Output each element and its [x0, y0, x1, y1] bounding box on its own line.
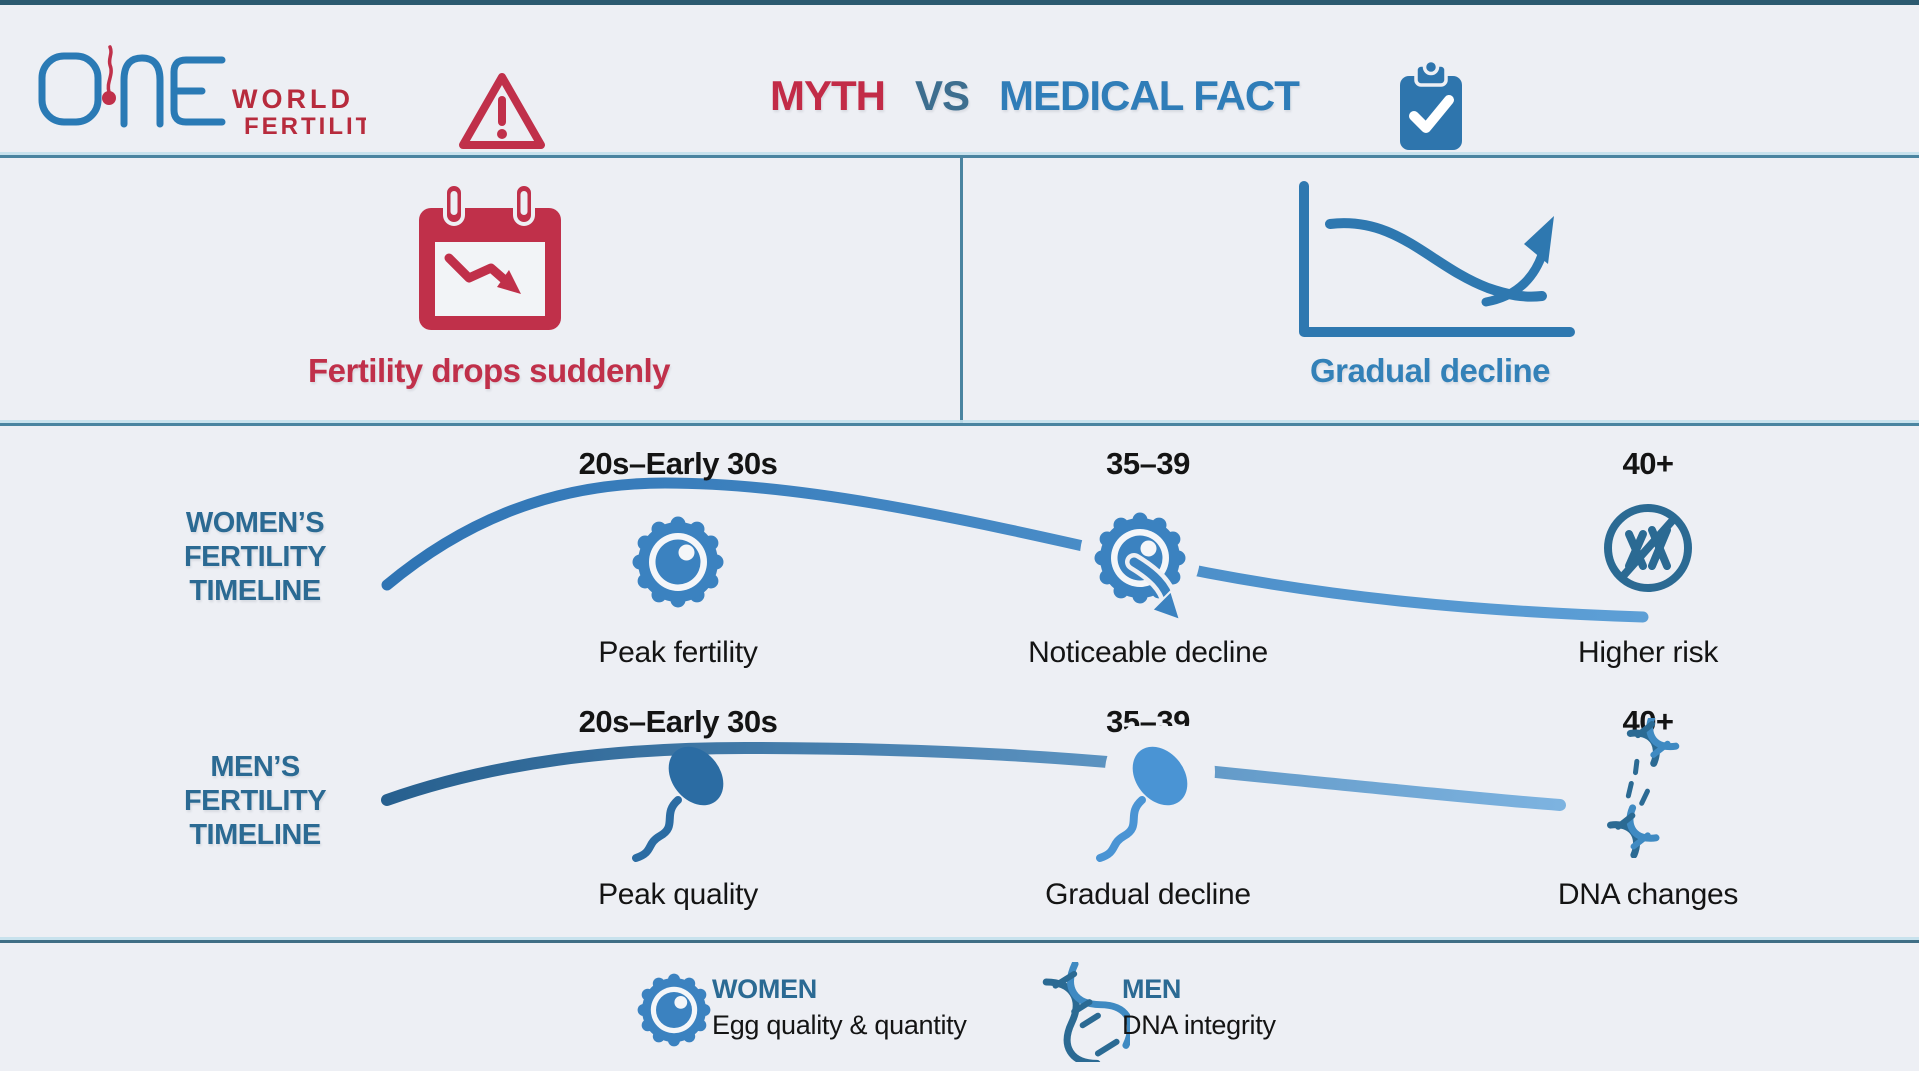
title-myth: MYTH	[770, 72, 886, 119]
panel-divider	[960, 158, 963, 423]
women-age-1: 20s–Early 30s	[578, 446, 778, 481]
title-vs: VS	[915, 72, 970, 119]
legend-dna-helix-icon	[1040, 962, 1130, 1062]
logo-word-world: WORLD	[232, 84, 354, 114]
ovum-icon	[628, 512, 728, 612]
women-caption-2: Noticeable decline	[1028, 636, 1268, 669]
mens-label-line3: TIMELINE	[189, 819, 321, 852]
womens-label-line2: FERTILITY	[183, 541, 327, 574]
legend-divider	[0, 940, 1919, 943]
womens-timeline-label: WOMEN’S FERTILITY TIMELINE	[135, 506, 375, 609]
panels-bottom-divider	[0, 423, 1919, 426]
title-medical-fact: MEDICAL FACT	[999, 72, 1300, 119]
women-age-3: 40+	[1622, 446, 1674, 481]
legend-women-title: WOMEN	[712, 974, 817, 1004]
mens-label-line1: MEN’S	[210, 751, 300, 783]
one-world-fertility-logo-icon: WORLD FERTILITY	[38, 45, 366, 136]
warning-triangle-icon	[456, 68, 548, 152]
legend-men-title: MEN	[1122, 974, 1182, 1004]
womens-label-line1: WOMEN’S	[185, 507, 325, 539]
men-age-1: 20s–Early 30s	[578, 704, 778, 739]
calendar-sudden-drop-icon	[415, 182, 565, 338]
men-caption-1: Peak quality	[598, 878, 758, 911]
myth-caption: Fertility drops suddenly	[307, 352, 671, 389]
brand-logo: WORLD FERTILITY	[36, 40, 366, 136]
womens-fertility-curve	[381, 477, 1649, 623]
legend-men-desc: DNA integrity	[1122, 1010, 1276, 1040]
legend-men: MEN DNA integrity	[1122, 974, 1276, 1041]
gradual-decline-chart-icon	[1280, 172, 1590, 350]
men-caption-2: Gradual decline	[1045, 878, 1251, 911]
fact-caption: Gradual decline	[1309, 352, 1551, 389]
mens-fertility-curve	[381, 741, 1566, 811]
ovum-decline-icon	[1072, 492, 1222, 632]
women-caption-1: Peak fertility	[598, 636, 758, 669]
womens-label-line3: TIMELINE	[189, 575, 321, 608]
sperm-icon	[610, 732, 750, 867]
legend-women: WOMEN Egg quality & quantity	[712, 974, 967, 1041]
page-title: MYTH VS MEDICAL FACT	[770, 72, 1300, 120]
mens-label-line2: FERTILITY	[183, 785, 327, 818]
women-age-2: 35–39	[1106, 446, 1190, 481]
chromosomes-crossed-icon	[1598, 498, 1698, 598]
sperm-icon	[1052, 726, 1232, 866]
top-border	[0, 0, 1919, 5]
men-caption-3: DNA changes	[1557, 878, 1739, 911]
mens-timeline-label: MEN’S FERTILITY TIMELINE	[135, 750, 375, 853]
women-caption-3: Higher risk	[1577, 636, 1719, 669]
dna-broken-icon	[1575, 718, 1715, 858]
clipboard-check-icon	[1392, 60, 1470, 154]
header-divider	[0, 155, 1919, 158]
logo-word-fertility: FERTILITY	[244, 113, 366, 136]
legend-women-desc: Egg quality & quantity	[712, 1010, 967, 1040]
legend-ovum-icon	[634, 970, 714, 1050]
